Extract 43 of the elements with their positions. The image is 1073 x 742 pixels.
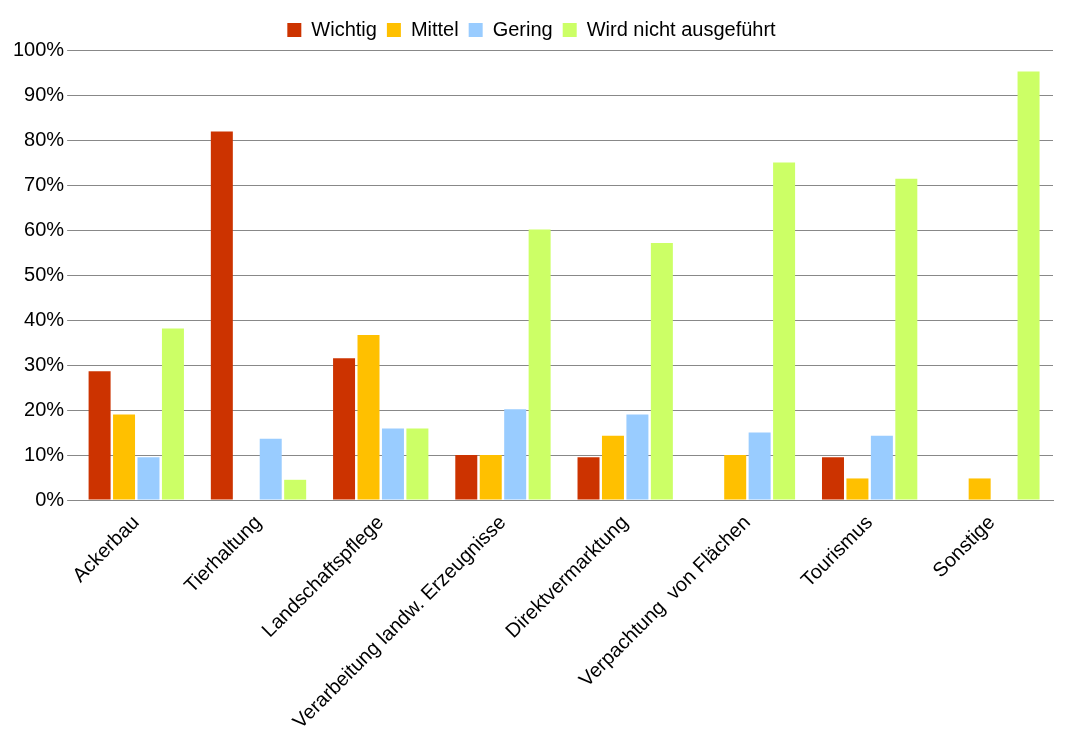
bar (846, 478, 869, 500)
bar (479, 455, 502, 500)
bar (528, 229, 551, 500)
bar (724, 455, 747, 500)
bar (113, 414, 136, 500)
bar (626, 414, 649, 500)
bar (870, 435, 893, 500)
bar (504, 409, 527, 500)
y-tick-label: 100% (13, 37, 65, 60)
y-tick-label: 70% (24, 172, 65, 195)
y-tick-label: 50% (24, 262, 65, 285)
y-tick-label: 30% (24, 352, 65, 375)
bar (577, 457, 600, 500)
bar (161, 328, 184, 500)
bar (895, 178, 918, 500)
bar (259, 438, 282, 500)
bar (333, 358, 356, 500)
bar (773, 162, 796, 500)
bar (650, 243, 673, 500)
bar (381, 428, 404, 500)
y-tick-label: 20% (24, 397, 65, 420)
bar (406, 428, 429, 500)
bar (821, 457, 844, 500)
legend-label: Wichtig (311, 17, 377, 40)
bar (1017, 71, 1040, 500)
bar (137, 457, 160, 500)
y-tick-label: 40% (24, 307, 65, 330)
bar (357, 334, 380, 500)
bar (455, 455, 478, 500)
bar (88, 371, 111, 500)
bar (210, 131, 233, 500)
legend-label: Wird nicht ausgeführt (586, 17, 777, 40)
legend-label: Mittel (410, 17, 459, 40)
bar (284, 479, 307, 500)
y-tick-label: 10% (24, 442, 65, 465)
bar (601, 435, 624, 500)
y-tick-label: 90% (24, 82, 65, 105)
y-tick-label: 60% (24, 217, 65, 240)
bar (968, 478, 991, 500)
legend-label: Gering (492, 17, 553, 40)
bar (748, 432, 771, 500)
y-tick-label: 0% (35, 487, 65, 510)
y-tick-label: 80% (24, 127, 65, 150)
